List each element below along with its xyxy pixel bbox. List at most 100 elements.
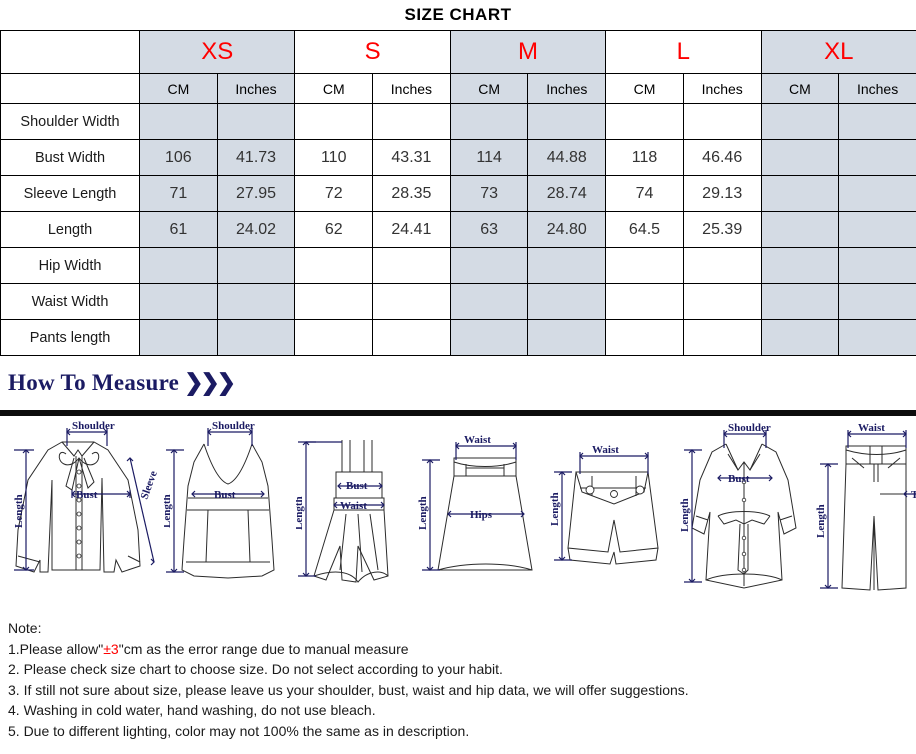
- cell-r4-c2: [294, 247, 374, 284]
- cell-r0-c4: [449, 103, 529, 140]
- row-label-bust-width: Bust Width: [0, 139, 140, 176]
- note-line-5: 5. Due to different lighting, color may …: [8, 722, 470, 739]
- label-length: Length: [164, 494, 173, 528]
- cell-r0-c1: [216, 103, 296, 140]
- label-bust: Bust: [76, 489, 98, 501]
- cell-r4-c7: [682, 247, 762, 284]
- cell-r4-c1: [216, 247, 296, 284]
- label-waist: Waist: [592, 444, 619, 456]
- label-thigh: Thigh: [911, 489, 916, 501]
- label-length: Length: [549, 492, 561, 526]
- size-header-xs: XS: [138, 30, 296, 74]
- cell-r6-c4: [449, 319, 529, 356]
- cell-r4-c4: [449, 247, 529, 284]
- cell-r6-c5: [527, 319, 607, 356]
- cell-r6-c8: [760, 319, 840, 356]
- cell-r3-c4: 63: [449, 211, 529, 248]
- cell-r0-c7: [682, 103, 762, 140]
- label-sleeve: Sleeve: [139, 469, 160, 501]
- label-hips: Hips: [470, 509, 493, 521]
- unit-header-xl-cm: CM: [760, 73, 840, 104]
- table-row: Sleeve Length 71 27.95 72 28.35 73 28.74 74 29.1…: [0, 175, 916, 212]
- table-row: Shoulder Width: [0, 103, 916, 140]
- unit-header-s-inches: Inches: [372, 73, 451, 104]
- size-header-row: XS S M L XL: [0, 30, 916, 74]
- label-length: Length: [13, 494, 25, 528]
- cell-r2-c8: [760, 175, 840, 212]
- cell-r5-c7: [682, 283, 762, 320]
- label-bust: Bust: [214, 489, 236, 501]
- how-to-measure-title: How To Measure: [8, 370, 180, 395]
- table-row: Length 61 24.02 62 24.41 63 24.80 64.5 25.39: [0, 211, 916, 248]
- cell-r3-c7: 25.39: [682, 211, 762, 248]
- cell-r1-c1: 41.73: [216, 139, 296, 176]
- label-waist: Waist: [464, 434, 491, 446]
- cell-r3-c9: [838, 211, 916, 248]
- row-label-length: Length: [0, 211, 140, 248]
- label-shoulder: Shoulder: [72, 420, 115, 432]
- row-label-hip-width: Hip Width: [0, 247, 140, 284]
- cell-r1-c5: 44.88: [527, 139, 607, 176]
- notes-section: Note: 1.Please allow"±3"cm as the error …: [0, 608, 916, 741]
- cell-r4-c3: [372, 247, 451, 284]
- table-body: Shoulder Width Bust Width 106 41.73 110 43.31…: [0, 103, 916, 356]
- unit-header-xs-cm: CM: [139, 73, 218, 104]
- cell-r0-c9: [838, 103, 916, 140]
- cell-r5-c1: [216, 283, 296, 320]
- label-bust: Bust: [728, 473, 750, 485]
- cell-r2-c9: [838, 175, 916, 212]
- label-waist: Waist: [858, 422, 885, 434]
- table-row: Waist Width: [0, 283, 916, 320]
- cell-r2-c5: 28.74: [527, 175, 607, 212]
- note-line-1: 1.Please allow"±3"cm as the error range …: [8, 640, 409, 657]
- notes-heading: Note:: [8, 620, 42, 636]
- cell-r3-c6: 64.5: [605, 211, 684, 248]
- cell-r0-c5: [527, 103, 607, 140]
- cell-r0-c2: [294, 103, 374, 140]
- cell-r6-c1: [216, 319, 296, 356]
- cell-r1-c0: 106: [139, 139, 218, 176]
- label-length: Length: [417, 496, 429, 530]
- cell-r2-c4: 73: [449, 175, 529, 212]
- cell-r5-c0: [139, 283, 218, 320]
- cell-r4-c6: [605, 247, 684, 284]
- cell-r5-c8: [760, 283, 840, 320]
- cell-r4-c8: [760, 247, 840, 284]
- label-length: Length: [679, 498, 691, 532]
- unit-header-xs-inches: Inches: [216, 73, 296, 104]
- cell-r4-c9: [838, 247, 916, 284]
- unit-header-s-cm: CM: [294, 73, 374, 104]
- label-shoulder: Shoulder: [212, 420, 255, 432]
- cell-r2-c2: 72: [294, 175, 374, 212]
- cell-r3-c5: 24.80: [527, 211, 607, 248]
- illustration-skirt: Waist Hips Length: [416, 420, 546, 608]
- cell-r2-c0: 71: [139, 175, 218, 212]
- page-title: SIZE CHART: [404, 5, 512, 24]
- illustration-dress: Bust Waist Length: [296, 420, 416, 608]
- cell-r6-c2: [294, 319, 374, 356]
- how-to-measure-header: How To Measure ❯❯❯: [0, 356, 916, 408]
- table-header: XS S M L XL CM Inches CM Inches CM Inches CM Inches…: [0, 30, 916, 104]
- cell-r1-c3: 43.31: [372, 139, 451, 176]
- size-header-s: S: [294, 30, 451, 74]
- cell-r5-c3: [372, 283, 451, 320]
- label-length: Length: [296, 496, 305, 530]
- note-line-2: 2. Please check size chart to choose siz…: [8, 661, 503, 677]
- size-chart-table: XS S M L XL CM Inches CM Inches CM Inches CM Inches…: [0, 30, 916, 356]
- cell-r4-c0: [139, 247, 218, 284]
- note-error-range: ±3: [103, 640, 119, 657]
- illustration-pants: Waist Thigh Length: [812, 420, 916, 608]
- cell-r1-c8: [760, 139, 840, 176]
- size-header-xl: XL: [760, 30, 916, 74]
- cell-r0-c6: [605, 103, 684, 140]
- row-label-shoulder-width: Shoulder Width: [0, 103, 140, 140]
- cell-r6-c6: [605, 319, 684, 356]
- row-label-pants-length: Pants length: [0, 319, 140, 356]
- unit-header-xl-inches: Inches: [838, 73, 916, 104]
- cell-r4-c5: [527, 247, 607, 284]
- cell-r1-c2: 110: [294, 139, 374, 176]
- row-label-waist-width: Waist Width: [0, 283, 140, 320]
- cell-r6-c7: [682, 319, 762, 356]
- cell-r3-c3: 24.41: [372, 211, 451, 248]
- cell-r2-c6: 74: [605, 175, 684, 212]
